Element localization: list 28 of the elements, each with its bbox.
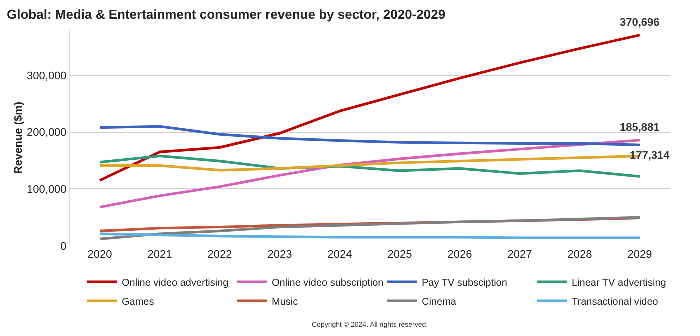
legend-label: Linear TV advertising: [572, 278, 666, 289]
legend-label: Music: [272, 297, 298, 308]
legend-label: Pay TV subsciption: [422, 278, 508, 289]
annotation: 370,696: [620, 17, 660, 29]
line-series: [98, 216, 642, 240]
annotation: 185,881: [620, 122, 660, 134]
x-tick-label: 2026: [448, 249, 472, 261]
x-tick-label: 2024: [328, 249, 352, 261]
legend-label: Games: [122, 297, 154, 308]
legend-label: Transactional video: [572, 297, 659, 308]
y-tick-label: 200,000: [27, 127, 67, 140]
legend-label: Cinema: [422, 297, 457, 308]
y-tick-label: 300,000: [27, 70, 67, 82]
x-tick-label: 2027: [508, 249, 532, 261]
y-tick-label: 0: [60, 240, 67, 253]
x-tick-label: 2020: [88, 249, 112, 261]
legend-label: Online video subscription: [272, 278, 384, 289]
chart-title: Global: Media & Entertainment consumer revenue by sector, 2020-2029: [7, 7, 446, 22]
x-tick-label: 2022: [208, 249, 232, 261]
x-tick-label: 2023: [268, 249, 292, 261]
x-tick-label: 2029: [628, 249, 652, 261]
legend-label: Online video advertising: [122, 278, 229, 289]
y-tick-label: 100,000: [27, 184, 67, 196]
x-tick-label: 2025: [388, 249, 412, 261]
annotation: 177,314: [630, 150, 671, 162]
x-tick-label: 2028: [568, 249, 592, 261]
x-tick-label: 2021: [148, 249, 172, 261]
y-axis-title: Revenue ($m): [13, 102, 26, 174]
